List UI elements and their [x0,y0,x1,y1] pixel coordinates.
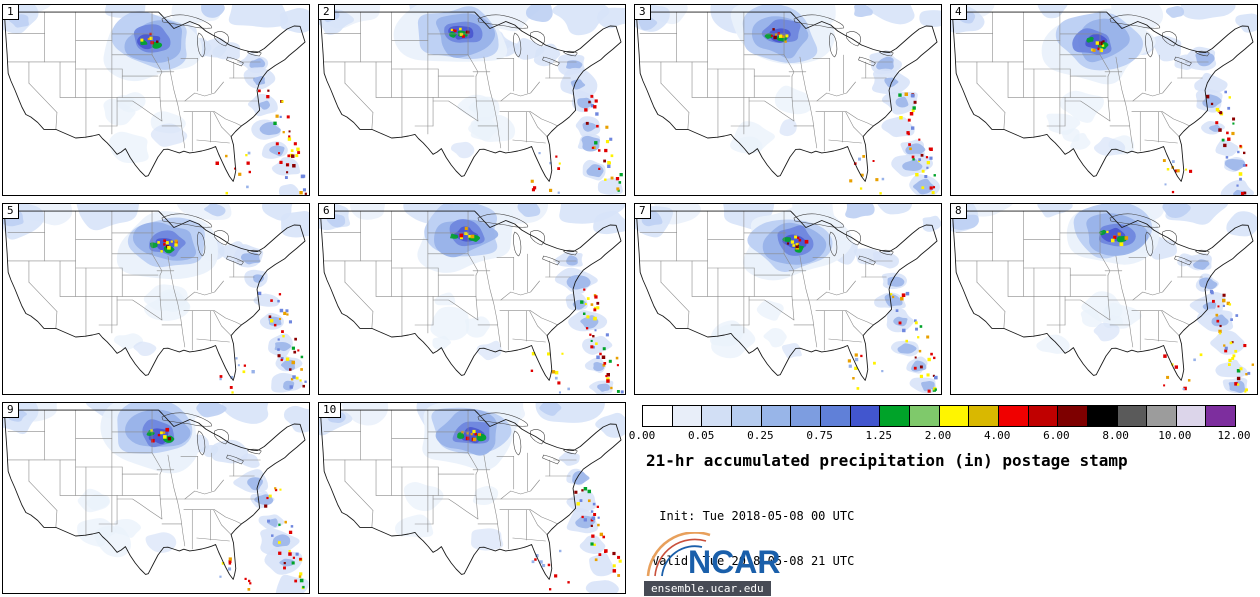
colorbar-tick-label: 12.00 [1217,429,1251,442]
member-number-badge: 4 [951,5,967,20]
colorbar-segment [643,406,673,426]
member-number-badge: 1 [3,5,19,20]
colorbar-segment [1117,406,1148,426]
figure-title: 21-hr accumulated precipitation (in) pos… [646,451,1128,470]
colorbar-tick-label: 2.00 [924,429,952,442]
colorbar-segment [731,406,762,426]
precip-map [319,403,625,593]
member-number-badge: 8 [951,204,967,219]
colorbar-segment [672,406,703,426]
precip-map [319,204,625,394]
colorbar-tick-label: 0.05 [687,429,715,442]
ncar-logo: NCAR [644,531,814,580]
colorbar-tick-label: 4.00 [983,429,1011,442]
member-number-badge: 5 [3,204,19,219]
member-number-badge: 3 [635,5,651,20]
member-number-badge: 7 [635,204,651,219]
colorbar-segment [1058,406,1088,426]
colorbar-segment [909,406,940,426]
ensemble-member-panel: 7 [634,203,942,395]
precip-map [3,204,309,394]
colorbar-tick-label: 10.00 [1158,429,1192,442]
precip-map [635,204,941,394]
colorbar-segment [761,406,792,426]
ncar-swoosh-icon: NCAR [646,531,780,580]
precip-map [635,5,941,195]
colorbar-tick-label: 1.25 [865,429,893,442]
colorbar-tick-label: 0.25 [747,429,774,442]
colorbar-ticks: 0.00 0.05 0.25 0.75 1.25 2.00 4.00 6.00 8.00 10.0… [629,429,1251,443]
colorbar-segment [1206,406,1236,426]
ensemble-member-panel: 10 [318,402,626,594]
colorbar-segment [1087,406,1118,426]
colorbar-tick-label: 0.00 [628,429,656,442]
ensemble-member-panel: 9 [2,402,310,594]
precip-map [951,204,1257,394]
precip-map [319,5,625,195]
colorbar-segment [850,406,881,426]
ensemble-url-label: ensemble.ucar.edu [644,581,771,596]
colorbar-tick-label: 8.00 [1102,429,1129,442]
valid-time: Valid: Tue 2018-05-08 21 UTC [652,554,855,568]
ncar-logo-text: NCAR [688,544,780,580]
precip-map [3,403,309,593]
colorbar-tick-label: 0.75 [806,429,833,442]
colorbar-segment [1176,406,1207,426]
time-info: Init: Tue 2018-05-08 00 UTC Valid: Tue 2… [652,479,854,597]
colorbar-segment [791,406,821,426]
precip-map [951,5,1257,195]
ensemble-member-panel: 2 [318,4,626,196]
ensemble-member-panel: 5 [2,203,310,395]
figure-info-block: 0.00 0.05 0.25 0.75 1.25 2.00 4.00 6.00 8.00 10.0… [629,402,1258,597]
member-number-badge: 2 [319,5,335,20]
colorbar-segment [820,406,851,426]
colorbar-tick-label: 6.00 [1043,429,1070,442]
colorbar-segment [1028,406,1059,426]
colorbar-segment [998,406,1029,426]
precip-map [3,5,309,195]
ensemble-member-panel: 3 [634,4,942,196]
colorbar-segment [939,406,970,426]
ensemble-member-panel: 1 [2,4,310,196]
ensemble-member-panel: 8 [950,203,1258,395]
member-number-badge: 9 [3,403,19,418]
init-time: Init: Tue 2018-05-08 00 UTC [652,509,855,523]
colorbar [642,405,1236,427]
member-number-badge: 6 [319,204,335,219]
ensemble-member-panel: 6 [318,203,626,395]
colorbar-segment [969,406,999,426]
member-number-badge: 10 [319,403,342,418]
ensemble-member-panel: 4 [950,4,1258,196]
colorbar-segment [1147,406,1177,426]
colorbar-segment [880,406,910,426]
colorbar-segment [702,406,732,426]
